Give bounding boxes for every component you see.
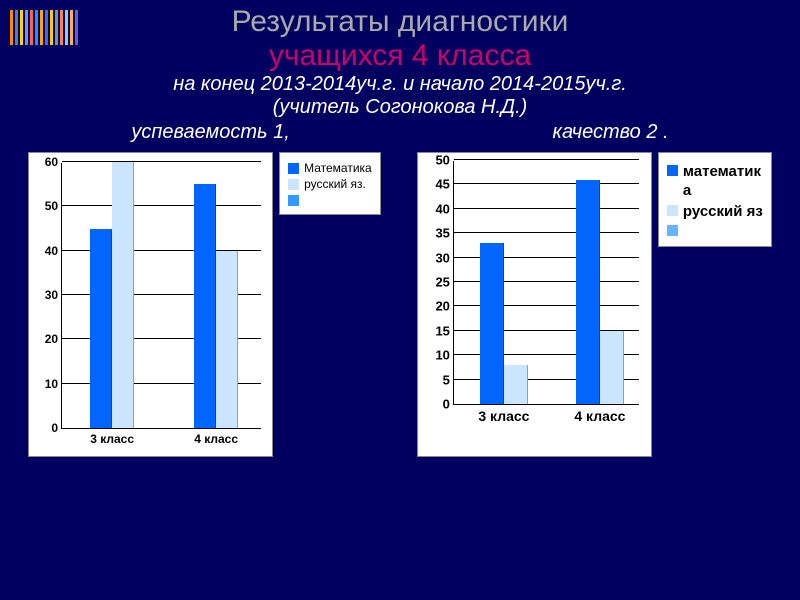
legend-label: русский яз. bbox=[304, 177, 366, 191]
charts-row: 01020304050603 класс4 класс Математикару… bbox=[0, 152, 800, 457]
chart-labels-row: успеваемость 1, качество 2 . bbox=[0, 121, 800, 144]
chart1-plot: 01020304050603 класс4 класс bbox=[61, 163, 261, 429]
legend-swatch bbox=[288, 163, 299, 174]
bar bbox=[112, 162, 134, 428]
bar bbox=[600, 331, 624, 404]
chart2-legend: математика русский яз bbox=[658, 152, 772, 247]
legend-label: Математика bbox=[304, 161, 372, 175]
legend-row: Математика bbox=[288, 161, 372, 175]
chart2-plot: 051015202530354045503 класс4 класс bbox=[453, 161, 639, 405]
chart1-panel: 0 10 20 30 40 50 60 3 класс 4 класс bbox=[28, 152, 273, 457]
decor-stripes bbox=[10, 10, 78, 45]
subtitle-line2: (учитель Согонокова Н.Д.) bbox=[0, 96, 800, 119]
legend-swatch bbox=[288, 195, 299, 206]
title-line1: Результаты диагностики bbox=[0, 5, 800, 39]
legend-swatch bbox=[288, 179, 299, 190]
x-category: 3 класс bbox=[90, 428, 134, 446]
bar bbox=[90, 229, 112, 429]
chart2-wrap: 0 5 10 15 20 25 30 35 40 45 50 3 класс 4 класс матем… bbox=[417, 152, 772, 457]
ytick: 10 bbox=[45, 377, 62, 391]
label-right: качество 2 . bbox=[553, 121, 669, 144]
ytick: 0 bbox=[443, 397, 454, 412]
ytick: 25 bbox=[435, 275, 453, 290]
bar bbox=[216, 251, 238, 428]
legend-row: математика bbox=[667, 163, 763, 201]
subtitle-line1: на конец 2013-2014уч.г. и начало 2014-20… bbox=[0, 73, 800, 96]
ytick: 0 bbox=[51, 421, 62, 435]
bar bbox=[480, 243, 504, 404]
title-line2: учащихся 4 класса bbox=[0, 39, 800, 73]
x-category: 3 класс bbox=[474, 404, 534, 425]
legend-swatch bbox=[667, 225, 678, 236]
legend-swatch bbox=[667, 165, 678, 176]
ytick: 50 bbox=[435, 153, 453, 168]
ytick: 35 bbox=[435, 226, 453, 241]
legend-row: русский яз bbox=[667, 203, 763, 222]
bar bbox=[504, 365, 528, 404]
ytick: 50 bbox=[45, 199, 62, 213]
ytick: 45 bbox=[435, 177, 453, 192]
legend-label: математика bbox=[683, 163, 763, 201]
legend-row: русский яз. bbox=[288, 177, 372, 191]
bar bbox=[194, 184, 216, 428]
ytick: 5 bbox=[443, 372, 454, 387]
legend-row bbox=[288, 193, 372, 206]
ytick: 10 bbox=[435, 348, 453, 363]
legend-swatch bbox=[667, 205, 678, 216]
label-left: успеваемость 1, bbox=[131, 121, 289, 144]
ytick: 60 bbox=[45, 155, 62, 169]
chart1-wrap: 0 10 20 30 40 50 60 3 класс 4 класс Математика ру… bbox=[28, 152, 381, 457]
x-category: 4 класс bbox=[194, 428, 238, 446]
ytick: 30 bbox=[45, 288, 62, 302]
ytick: 20 bbox=[435, 299, 453, 314]
ytick: 40 bbox=[45, 244, 62, 258]
chart2-panel: 0 5 10 15 20 25 30 35 40 45 50 3 класс 4 класс bbox=[417, 152, 652, 457]
ytick: 40 bbox=[435, 201, 453, 216]
chart1-legend: Математика русский яз. bbox=[279, 152, 381, 215]
ytick: 20 bbox=[45, 332, 62, 346]
ytick: 15 bbox=[435, 323, 453, 338]
title-block: Результаты диагностики учащихся 4 класса… bbox=[0, 0, 800, 119]
legend-row bbox=[667, 223, 763, 236]
bar bbox=[576, 180, 600, 404]
x-category: 4 класс bbox=[570, 404, 630, 425]
ytick: 30 bbox=[435, 250, 453, 265]
legend-label: русский яз bbox=[683, 203, 763, 222]
